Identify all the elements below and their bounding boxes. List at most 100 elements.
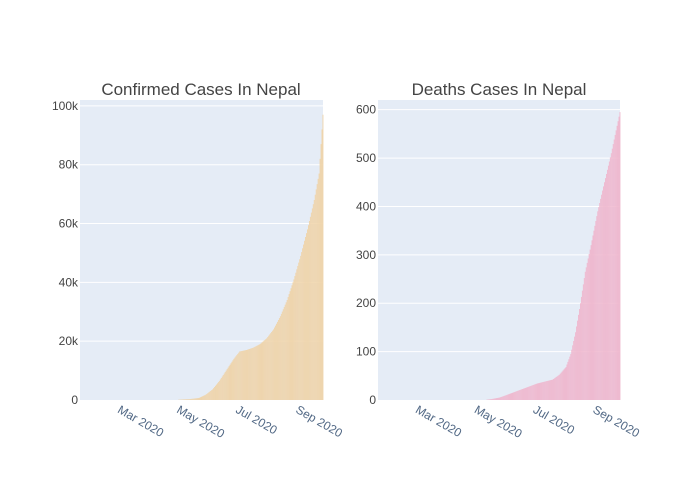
deaths-bar bbox=[576, 326, 578, 400]
confirmed-bar bbox=[205, 394, 207, 400]
confirmed-bar bbox=[239, 351, 241, 400]
deaths-bar bbox=[592, 235, 594, 400]
deaths-bar bbox=[603, 186, 605, 400]
confirmed-bar bbox=[269, 334, 271, 400]
deaths-bar bbox=[508, 394, 510, 400]
deaths-bar bbox=[583, 278, 585, 400]
deaths-bar bbox=[596, 216, 598, 400]
confirmed-bar bbox=[208, 392, 210, 400]
deaths-bar bbox=[542, 382, 544, 400]
deaths-bar bbox=[600, 198, 602, 400]
deaths-bar bbox=[581, 290, 583, 400]
confirmed-bar bbox=[213, 388, 215, 400]
confirmed-bar bbox=[277, 321, 278, 400]
deaths-bar bbox=[619, 112, 621, 400]
confirmed-bar bbox=[282, 309, 284, 400]
confirmed-bar bbox=[258, 344, 260, 400]
deaths-bar bbox=[618, 116, 620, 401]
deaths-bar bbox=[509, 393, 511, 400]
confirmed-bar bbox=[263, 340, 265, 400]
deaths-bar bbox=[537, 383, 539, 400]
deaths-y-tick-label: 0 bbox=[369, 393, 376, 407]
confirmed-bar bbox=[314, 194, 316, 400]
deaths-bar bbox=[535, 383, 537, 400]
deaths-bar bbox=[547, 380, 549, 400]
confirmed-bar bbox=[260, 343, 262, 400]
deaths-bar bbox=[499, 397, 501, 400]
deaths-bar bbox=[587, 258, 589, 400]
confirmed-x-tick-label: Mar 2020 bbox=[115, 402, 166, 440]
confirmed-bar bbox=[204, 395, 206, 400]
deaths-bar bbox=[516, 391, 518, 400]
deaths-bar bbox=[541, 382, 543, 400]
confirmed-bar bbox=[279, 316, 281, 400]
deaths-bar bbox=[559, 373, 561, 400]
deaths-bar bbox=[568, 359, 570, 400]
deaths-bar bbox=[499, 397, 500, 400]
confirmed-bar bbox=[300, 255, 302, 400]
confirmed-bar bbox=[307, 225, 309, 400]
confirmed-bar bbox=[191, 398, 193, 400]
confirmed-y-ticks: 0 20k 40k 60k 80k 100k bbox=[52, 99, 79, 407]
confirmed-bar bbox=[317, 178, 319, 400]
deaths-bar bbox=[528, 386, 530, 400]
confirmed-bar bbox=[302, 248, 304, 400]
deaths-y-tick-label: 100 bbox=[356, 345, 376, 359]
confirmed-x-tick-label: Sep 2020 bbox=[293, 402, 345, 440]
confirmed-bar bbox=[322, 114, 324, 401]
confirmed-cases-panel: 0 20k 40k 60k 80k 100k Mar 2020 May 2020 Jul 20… bbox=[52, 80, 345, 441]
confirmed-bar bbox=[292, 282, 294, 400]
deaths-bar bbox=[514, 391, 516, 400]
confirmed-x-tick-label: May 2020 bbox=[174, 402, 227, 441]
confirmed-bar bbox=[312, 204, 314, 400]
deaths-bar bbox=[519, 390, 521, 400]
deaths-bar bbox=[525, 387, 526, 400]
deaths-bar bbox=[502, 396, 504, 400]
deaths-bar bbox=[526, 387, 528, 400]
confirmed-bar bbox=[305, 236, 306, 400]
deaths-bar bbox=[511, 392, 513, 400]
confirmed-bar bbox=[274, 327, 275, 400]
deaths-bar bbox=[521, 389, 523, 400]
deaths-y-tick-label: 200 bbox=[356, 296, 376, 310]
confirmed-bar bbox=[259, 344, 261, 400]
confirmed-bar bbox=[272, 330, 274, 400]
deaths-bar bbox=[552, 378, 554, 400]
confirmed-bar bbox=[201, 396, 203, 400]
confirmed-bar bbox=[261, 342, 263, 400]
deaths-y-tick-label: 300 bbox=[356, 248, 376, 262]
deaths-bar bbox=[593, 230, 595, 400]
confirmed-bar bbox=[311, 208, 313, 400]
deaths-bar bbox=[584, 271, 586, 400]
deaths-bar bbox=[607, 165, 609, 400]
deaths-bar bbox=[565, 367, 567, 400]
deaths-bar bbox=[532, 385, 534, 400]
deaths-x-tick-label: Mar 2020 bbox=[413, 402, 464, 440]
confirmed-bar bbox=[320, 144, 322, 400]
confirmed-bar bbox=[200, 397, 202, 400]
confirmed-bar bbox=[234, 357, 236, 400]
deaths-bar bbox=[591, 240, 593, 400]
confirmed-bar bbox=[197, 398, 199, 400]
deaths-bar bbox=[495, 398, 497, 400]
confirmed-bar bbox=[313, 200, 315, 400]
confirmed-bar bbox=[281, 311, 283, 400]
deaths-bar bbox=[585, 267, 587, 400]
deaths-bar bbox=[503, 395, 505, 400]
confirmed-bar bbox=[286, 300, 288, 400]
confirmed-y-tick-label: 80k bbox=[59, 158, 79, 172]
deaths-bar bbox=[494, 398, 496, 400]
deaths-bar bbox=[540, 382, 542, 400]
deaths-bar bbox=[564, 368, 566, 400]
deaths-bar bbox=[554, 377, 556, 400]
confirmed-chart-title: Confirmed Cases In Nepal bbox=[101, 80, 300, 99]
confirmed-bar bbox=[216, 384, 217, 400]
confirmed-bar bbox=[253, 347, 255, 400]
confirmed-bar bbox=[297, 265, 299, 400]
confirmed-bar bbox=[277, 319, 279, 400]
confirmed-bar bbox=[189, 399, 191, 400]
deaths-bar bbox=[582, 284, 584, 400]
deaths-bar bbox=[504, 395, 506, 400]
deaths-bar bbox=[510, 393, 512, 400]
